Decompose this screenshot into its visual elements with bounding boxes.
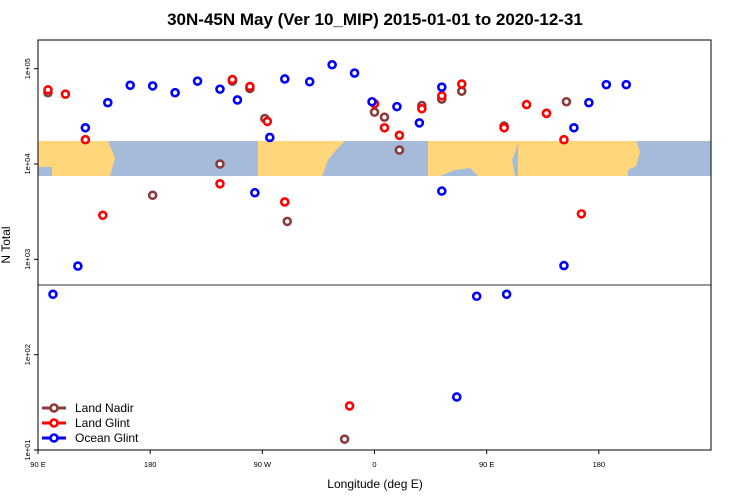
data-point xyxy=(369,107,380,117)
data-point xyxy=(60,89,71,100)
data-point xyxy=(262,116,273,127)
world-map-strip xyxy=(38,141,711,176)
data-point xyxy=(98,210,108,221)
data-point xyxy=(436,186,447,196)
data-point xyxy=(215,159,225,169)
x-tick-label: 90 E xyxy=(30,460,45,469)
data-point xyxy=(227,74,238,85)
data-point xyxy=(349,68,360,78)
data-point xyxy=(436,82,447,92)
x-tick-label: 90 E xyxy=(479,460,494,469)
data-point xyxy=(367,96,377,107)
x-tick-label: 90 W xyxy=(254,460,272,469)
data-point xyxy=(125,80,136,91)
data-point xyxy=(279,74,290,84)
data-point xyxy=(584,97,594,108)
data-point xyxy=(279,197,290,207)
data-point xyxy=(451,392,462,402)
data-point xyxy=(541,108,552,119)
data-point xyxy=(245,81,255,92)
data-point xyxy=(192,76,203,86)
x-axis: 90 E 180 90 W 0 90 E 180 xyxy=(30,450,605,469)
data-point xyxy=(501,289,512,300)
data-point xyxy=(80,122,91,133)
data-point xyxy=(576,209,587,219)
map-land-japan-east xyxy=(628,141,640,170)
y-tick-label: 1e+05 xyxy=(23,58,32,79)
x-tick-label: 180 xyxy=(144,460,157,469)
data-point xyxy=(339,434,350,444)
data-point xyxy=(80,134,91,145)
x-axis-label: Longitude (deg E) xyxy=(327,477,422,491)
data-point xyxy=(147,81,158,91)
data-point xyxy=(282,216,293,227)
data-point xyxy=(379,112,390,122)
data-point xyxy=(394,130,405,141)
data-point xyxy=(569,122,579,133)
legend-label: Land Glint xyxy=(75,416,130,430)
data-point xyxy=(215,84,225,94)
legend-marker xyxy=(49,418,59,428)
data-point xyxy=(559,134,569,145)
data-point xyxy=(73,261,83,271)
data-point xyxy=(561,96,572,107)
data-point xyxy=(559,260,569,271)
data-point xyxy=(48,289,58,300)
data-point xyxy=(265,132,275,143)
y-axis-label: N Total xyxy=(0,226,13,263)
data-points xyxy=(43,59,632,444)
data-point xyxy=(43,85,53,95)
legend-marker xyxy=(49,433,59,443)
data-point xyxy=(417,103,427,114)
data-point xyxy=(601,79,612,90)
data-point xyxy=(394,145,405,155)
data-point xyxy=(436,90,447,101)
map-land-korea-japan xyxy=(98,141,115,176)
map-land-asia-east xyxy=(518,141,628,176)
y-tick-label: 1e+02 xyxy=(23,344,32,365)
data-point xyxy=(414,118,425,128)
data-point xyxy=(521,99,532,110)
data-point xyxy=(170,87,180,98)
data-point xyxy=(344,401,355,411)
x-tick-label: 0 xyxy=(372,460,376,469)
y-axis: 1e+01 1e+02 1e+03 1e+04 1e+05 xyxy=(23,58,38,461)
y-tick-label: 1e+01 xyxy=(23,439,32,460)
chart-title: 30N-45N May (Ver 10_MIP) 2015-01-01 to 2… xyxy=(167,10,583,29)
y-tick-label: 1e+03 xyxy=(23,249,32,270)
legend-label: Land Nadir xyxy=(75,401,134,415)
map-land-north-america xyxy=(258,141,345,176)
data-point xyxy=(379,122,390,133)
series-ocean-glint xyxy=(48,59,632,402)
series-land-glint xyxy=(43,74,587,411)
series-land-nadir xyxy=(43,76,572,444)
data-point xyxy=(250,187,260,198)
data-point xyxy=(327,59,337,70)
x-tick-label: 180 xyxy=(593,460,606,469)
map-land-asia-edge xyxy=(38,141,52,167)
data-point xyxy=(147,190,158,201)
legend-marker xyxy=(49,403,59,413)
legend-label: Ocean Glint xyxy=(75,431,139,445)
data-point xyxy=(621,79,632,90)
data-point xyxy=(471,291,482,302)
map-land-europe-mideast xyxy=(428,141,518,176)
y-tick-label: 1e+04 xyxy=(23,153,32,174)
data-point xyxy=(499,122,509,133)
data-point xyxy=(232,95,243,105)
data-point xyxy=(304,76,315,87)
data-point xyxy=(392,101,402,112)
map-land-asia-west xyxy=(52,141,98,176)
data-point xyxy=(456,79,467,89)
data-point xyxy=(215,179,225,189)
data-point xyxy=(102,97,113,108)
